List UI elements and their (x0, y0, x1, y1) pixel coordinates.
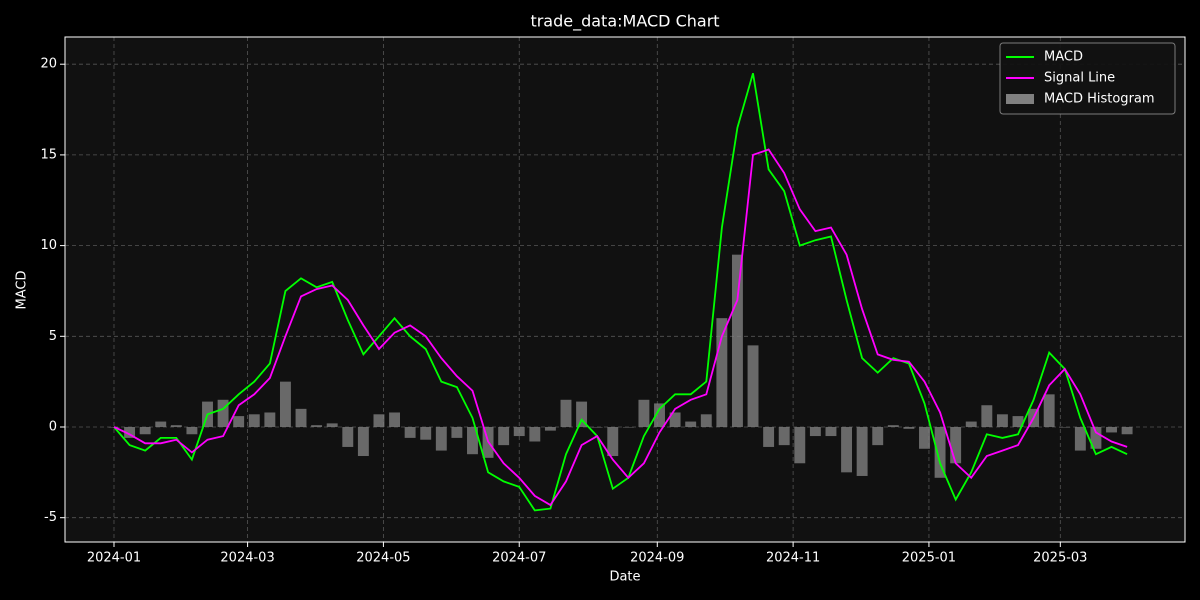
x-tick-label: 2024-11 (766, 551, 820, 566)
histogram-bar (1059, 426, 1071, 428)
legend-box (999, 42, 1176, 115)
x-tick-label: 2025-01 (902, 551, 956, 566)
legend-label: MACD Histogram (1044, 92, 1155, 107)
histogram-bar (825, 426, 837, 437)
histogram-bar (763, 426, 775, 447)
histogram-bar (1074, 426, 1086, 451)
x-axis-label: Date (609, 570, 640, 585)
plot-area (65, 37, 1185, 542)
legend-label: MACD (1044, 50, 1083, 65)
histogram-bar (965, 421, 977, 427)
histogram-bar (342, 426, 354, 447)
histogram-bar (591, 426, 603, 428)
histogram-bar (420, 426, 432, 440)
histogram-bar (654, 403, 665, 427)
x-tick-label: 2024-07 (492, 551, 546, 566)
histogram-bar (1106, 426, 1117, 433)
histogram-bar (934, 426, 946, 478)
histogram-bar (373, 414, 385, 427)
histogram-bar (217, 399, 229, 427)
histogram-bar (919, 426, 930, 449)
histogram-bar (700, 414, 712, 427)
histogram-bar (950, 426, 962, 464)
x-tick-label: 2024-01 (87, 551, 141, 566)
x-tick-label: 2024-03 (220, 551, 274, 566)
y-tick-label: 15 (40, 147, 57, 162)
histogram-bar (357, 426, 369, 457)
histogram-bar (1012, 416, 1024, 427)
y-tick-label: 0 (49, 419, 57, 434)
x-tick-label: 2024-09 (630, 551, 684, 566)
histogram-bar (467, 426, 478, 455)
histogram-bar (435, 426, 447, 451)
y-tick-label: 5 (49, 329, 57, 344)
histogram-bar (607, 426, 619, 457)
histogram-bar (1043, 394, 1055, 427)
histogram-bar (903, 426, 915, 429)
plot-frame (64, 36, 1186, 543)
histogram-bar (981, 405, 993, 427)
chart-title: trade_data:MACD Chart (530, 12, 719, 32)
histogram-bar (841, 426, 853, 473)
legend-swatch (1006, 94, 1034, 104)
histogram-bar (186, 426, 198, 435)
histogram-bar (576, 401, 588, 427)
histogram-bar (311, 425, 323, 427)
histogram-bar (731, 254, 743, 427)
histogram-bar (872, 426, 884, 446)
histogram-bar (155, 421, 167, 427)
histogram-bar (560, 399, 572, 427)
histogram-bar (326, 423, 338, 427)
y-tick-label: -5 (44, 510, 57, 525)
histogram-bar (170, 425, 182, 427)
histogram-bar (1121, 426, 1133, 435)
histogram-bar (1090, 426, 1102, 449)
y-tick-label: 10 (40, 238, 57, 253)
histogram-bar (124, 426, 136, 438)
histogram-bar (233, 416, 245, 427)
y-tick-label: 20 (40, 57, 57, 72)
histogram-bar (498, 426, 510, 446)
histogram-bar (248, 414, 260, 427)
histogram-bar (389, 412, 400, 427)
histogram-bar (716, 318, 728, 427)
y-axis-label: MACD (15, 271, 30, 310)
histogram-bar (264, 412, 276, 427)
histogram-bar (638, 399, 650, 427)
histogram-bar (404, 426, 416, 438)
line-series (113, 73, 1128, 512)
histogram-bar (279, 381, 291, 427)
x-tick-label: 2024-05 (356, 551, 410, 566)
histogram-bar (809, 426, 821, 437)
legend-label: Signal Line (1044, 71, 1115, 86)
histogram-bar (544, 426, 556, 431)
histogram-bar (794, 426, 806, 464)
histogram-bar (996, 414, 1008, 427)
legend: MACD Signal Line MACD Histogram (999, 42, 1176, 115)
histogram-bar (856, 426, 868, 476)
histogram-bar (778, 426, 790, 446)
histogram-bar (685, 421, 697, 427)
histogram-bar (513, 426, 525, 437)
histogram-bar (887, 425, 899, 427)
x-tick-label: 2025-03 (1033, 551, 1087, 566)
histogram-bar (622, 426, 634, 428)
histogram-bar (295, 408, 307, 427)
histogram-bar (529, 426, 541, 442)
histogram-bar (669, 412, 681, 427)
histogram-bar (451, 426, 463, 438)
histogram-bar (139, 426, 151, 435)
line-series (113, 148, 1128, 507)
histogram-bar (747, 345, 759, 427)
